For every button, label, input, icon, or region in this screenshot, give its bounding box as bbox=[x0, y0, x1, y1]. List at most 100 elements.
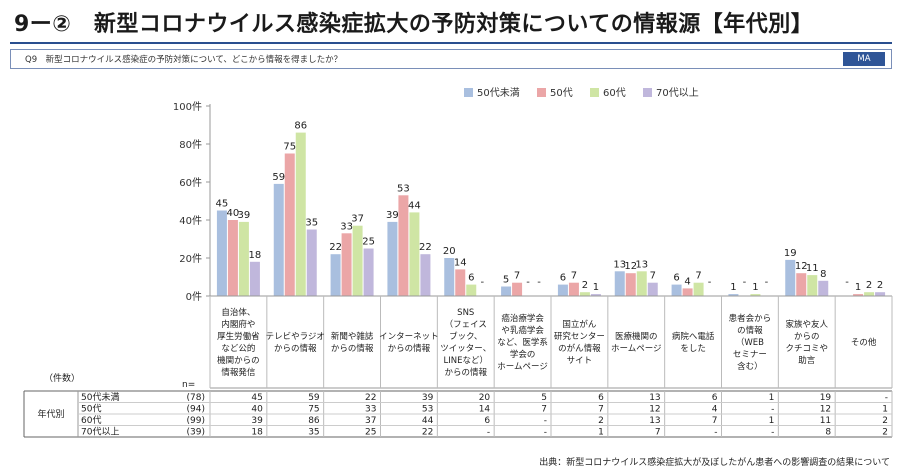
legend-entry: 70代以上 bbox=[656, 87, 699, 99]
category-label: セミナー bbox=[733, 350, 767, 360]
bar bbox=[636, 271, 647, 296]
category-label: 医療機関の bbox=[615, 331, 658, 342]
bar bbox=[568, 282, 579, 296]
bar bbox=[466, 284, 477, 296]
category-label: のがん情報 bbox=[558, 343, 601, 354]
data-label: 13 bbox=[613, 259, 626, 270]
category-label: SNS bbox=[457, 308, 474, 318]
table-cell: 11 bbox=[820, 416, 831, 426]
y-tick-label: 0件 bbox=[186, 291, 202, 303]
data-label: - bbox=[480, 277, 484, 288]
data-label: 22 bbox=[419, 242, 432, 253]
data-label: 25 bbox=[362, 237, 375, 248]
category-label: 国立がん bbox=[562, 319, 597, 330]
table-cell: 14 bbox=[479, 405, 491, 415]
bar bbox=[352, 225, 363, 296]
data-label: 12 bbox=[795, 261, 808, 272]
table-cell: 45 bbox=[251, 393, 262, 403]
table-cell: 39 bbox=[422, 393, 434, 403]
table-cell: 2 bbox=[882, 416, 888, 426]
bar bbox=[295, 132, 306, 296]
bar bbox=[579, 292, 590, 296]
table-cell: - bbox=[544, 416, 547, 426]
y-tick-label: 100件 bbox=[173, 101, 202, 113]
table-cell: 86 bbox=[308, 416, 320, 426]
data-label: 13 bbox=[635, 259, 648, 270]
category-label: 癌治療学会 bbox=[501, 313, 544, 324]
table-cell: 1 bbox=[769, 416, 775, 426]
y-tick-label: 80件 bbox=[179, 139, 202, 151]
data-label: 20 bbox=[443, 246, 456, 257]
table-cell: 39 bbox=[251, 416, 263, 426]
table-cell: - bbox=[544, 428, 547, 438]
table-cell: - bbox=[714, 428, 717, 438]
table-cell: 25 bbox=[365, 428, 376, 438]
category-label: 情報発信 bbox=[221, 367, 256, 378]
bar bbox=[875, 292, 886, 296]
y-tick-label: 40件 bbox=[179, 215, 202, 227]
table-row-n: (78) bbox=[187, 393, 205, 403]
bar bbox=[853, 294, 864, 296]
category-label: ホームページ bbox=[497, 362, 548, 372]
category-label: 研究センター bbox=[554, 331, 605, 342]
category-label: 自治体、 bbox=[221, 307, 255, 318]
category-label: （フェイス bbox=[445, 319, 487, 330]
data-label: 44 bbox=[408, 200, 421, 211]
category-label: 内閣府や bbox=[221, 319, 255, 330]
bar bbox=[216, 210, 227, 296]
table-cell: - bbox=[487, 428, 490, 438]
data-label: 33 bbox=[340, 221, 353, 232]
table-cell: 37 bbox=[365, 416, 376, 426]
table-row-label: 70代以上 bbox=[81, 427, 119, 438]
table-cell: 75 bbox=[308, 405, 319, 415]
legend-entry: 50代 bbox=[550, 87, 573, 99]
category-label: （WEB bbox=[736, 337, 764, 348]
category-label: サイト bbox=[567, 356, 593, 366]
bar bbox=[227, 220, 238, 296]
data-label: - bbox=[526, 277, 530, 288]
table-cell: 35 bbox=[308, 428, 319, 438]
data-label: 40 bbox=[227, 208, 240, 219]
data-label: 7 bbox=[514, 271, 520, 282]
table-cell: 44 bbox=[422, 416, 434, 426]
data-label: 86 bbox=[294, 121, 307, 132]
data-label: - bbox=[765, 277, 769, 288]
data-label: 1 bbox=[730, 282, 736, 293]
table-cell: 18 bbox=[251, 428, 263, 438]
table-cell: 19 bbox=[820, 393, 832, 403]
data-label: 4 bbox=[684, 276, 690, 287]
bar bbox=[557, 284, 568, 296]
bar bbox=[807, 275, 818, 296]
data-label: 2 bbox=[582, 280, 588, 291]
table-cell: 22 bbox=[365, 393, 376, 403]
table-cell: 2 bbox=[882, 428, 888, 438]
source-note: 出典：新型コロナウイルス感染症拡大が及ぼしたがん患者への影響調査の結果について bbox=[539, 458, 890, 468]
table-cell: 1 bbox=[598, 428, 604, 438]
data-label: 37 bbox=[351, 214, 364, 225]
table-cell: 7 bbox=[541, 405, 547, 415]
table-cell: 6 bbox=[712, 393, 718, 403]
category-label: 機関からの bbox=[217, 355, 260, 366]
table-cell: 22 bbox=[422, 428, 433, 438]
table-cell: 33 bbox=[365, 405, 376, 415]
data-label: 18 bbox=[249, 250, 262, 261]
bar bbox=[398, 195, 409, 296]
bar bbox=[614, 271, 625, 296]
bar bbox=[625, 273, 636, 296]
data-label: - bbox=[845, 277, 849, 288]
category-label: LINEなど） bbox=[444, 355, 488, 366]
data-label: - bbox=[743, 277, 747, 288]
table-cell: 8 bbox=[825, 428, 831, 438]
data-label: 14 bbox=[454, 257, 467, 268]
data-label: 11 bbox=[806, 263, 819, 274]
category-label: インターネット bbox=[379, 332, 439, 342]
data-label: 5 bbox=[503, 275, 509, 286]
table-cell: 7 bbox=[598, 405, 604, 415]
table-cell: 1 bbox=[882, 405, 888, 415]
data-label: 1 bbox=[593, 282, 599, 293]
bar bbox=[238, 221, 249, 296]
bar bbox=[455, 269, 466, 296]
data-label: 1 bbox=[752, 282, 758, 293]
question-text: Q9 新型コロナウイルス感染症の予防対策について、どこから情報を得ましたか？ bbox=[25, 55, 343, 65]
table-cell: 13 bbox=[649, 416, 660, 426]
